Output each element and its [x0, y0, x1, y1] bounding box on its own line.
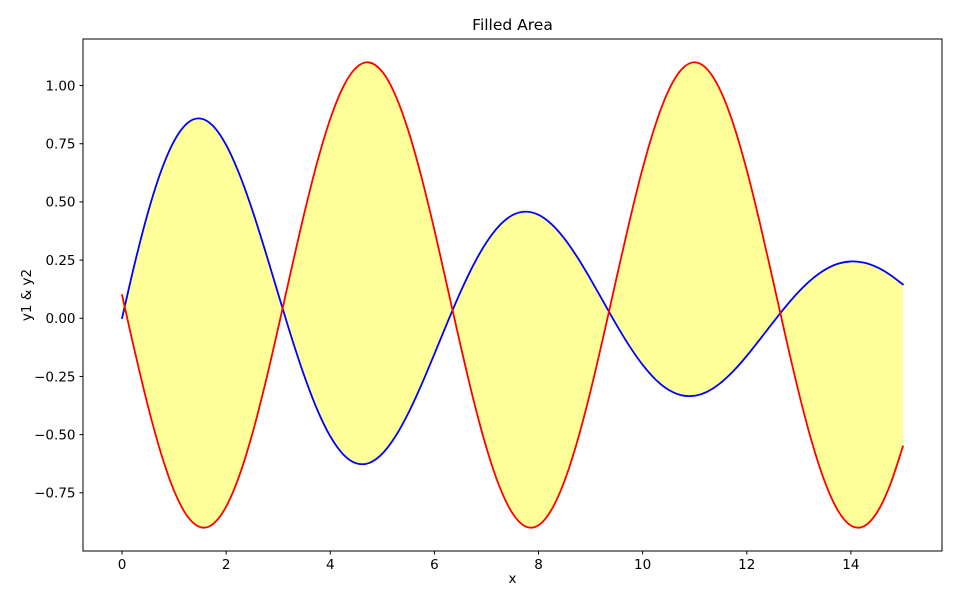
- x-tick-label: 0: [118, 557, 127, 573]
- x-tick-label: 4: [326, 557, 335, 573]
- y-tick-label: −0.50: [34, 427, 75, 443]
- y-tick-label: 1.00: [45, 78, 75, 94]
- y-tick-label: −0.25: [34, 369, 75, 385]
- chart-title: Filled Area: [472, 16, 553, 34]
- y-tick-label: 0.00: [45, 311, 75, 327]
- y1-line: [121, 117, 904, 466]
- y-tick-label: 0.75: [45, 137, 75, 153]
- y-tick-label: 0.50: [45, 195, 75, 211]
- x-tick-label: 12: [738, 557, 755, 573]
- x-tick-label: 10: [634, 557, 651, 573]
- y-tick-label: 0.25: [45, 253, 75, 269]
- x-tick-label: 8: [534, 557, 543, 573]
- x-axis-label: x: [508, 571, 517, 587]
- y2-line: [121, 61, 904, 529]
- y-tick-label: −0.75: [34, 486, 75, 502]
- x-tick-label: 14: [842, 557, 859, 573]
- fill-region: [122, 62, 903, 528]
- plot-area: [82, 38, 943, 552]
- x-tick-label: 6: [430, 557, 439, 573]
- x-tick-label: 2: [222, 557, 231, 573]
